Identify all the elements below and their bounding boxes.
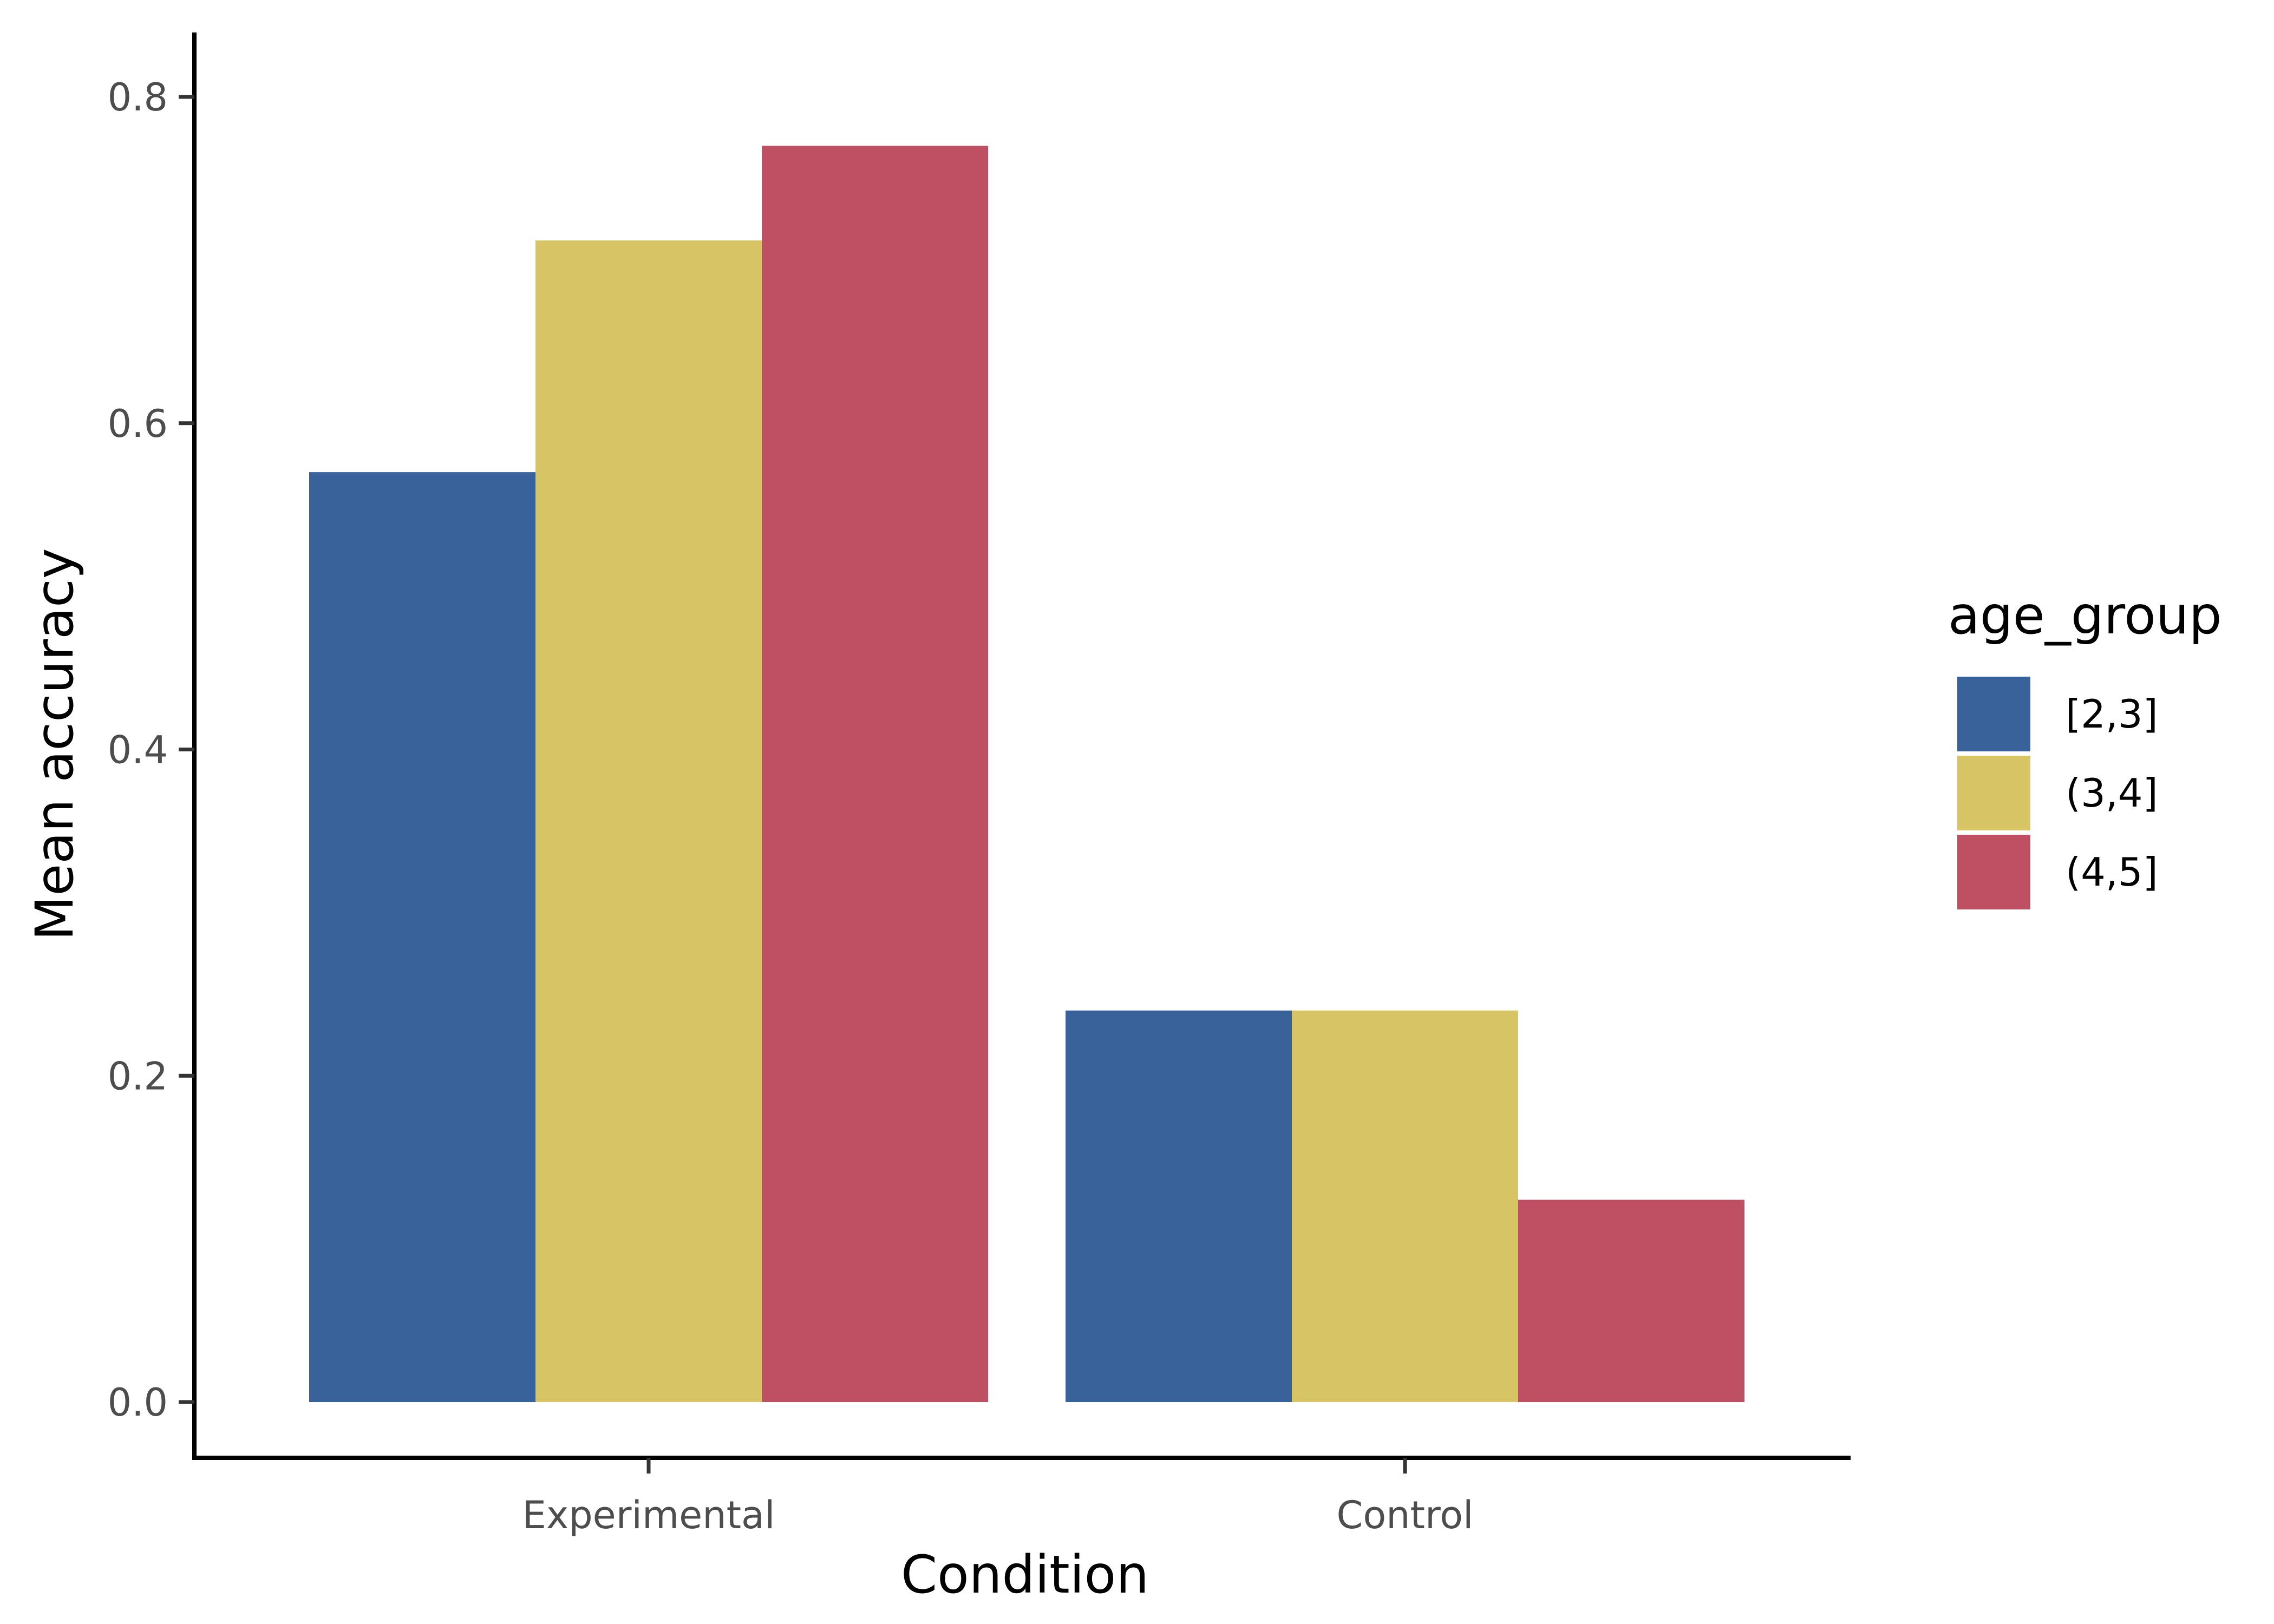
x-axis: Experimental Control bbox=[192, 1456, 1851, 1537]
y-ticks: 0.0 0.2 0.4 0.6 0.8 bbox=[108, 75, 194, 1425]
y-tick-label: 0.2 bbox=[108, 1054, 168, 1098]
legend-swatch bbox=[1957, 835, 2030, 909]
legend-swatch bbox=[1957, 756, 2030, 830]
legend-title: age_group bbox=[1948, 585, 2222, 646]
legend-label: (4,5] bbox=[2066, 849, 2158, 895]
bar-control-series-1 bbox=[1292, 1010, 1518, 1402]
x-tick-label: Control bbox=[1336, 1493, 1473, 1537]
legend-swatch bbox=[1957, 677, 2030, 751]
y-axis-title: Mean accuracy bbox=[24, 548, 85, 940]
legend: age_group [2,3] (3,4] (4,5] bbox=[1948, 585, 2222, 909]
bar-experimental-series-2 bbox=[762, 146, 988, 1402]
legend-label: [2,3] bbox=[2066, 691, 2158, 737]
y-tick-label: 0.0 bbox=[108, 1380, 168, 1425]
x-ticks: Experimental Control bbox=[522, 1458, 1474, 1537]
bars bbox=[309, 146, 1744, 1403]
y-tick-label: 0.6 bbox=[108, 402, 168, 446]
y-tick-label: 0.4 bbox=[108, 728, 168, 772]
x-axis-title: Condition bbox=[901, 1544, 1149, 1605]
bar-control-series-0 bbox=[1066, 1010, 1292, 1402]
y-axis: 0.0 0.2 0.4 0.6 0.8 bbox=[108, 32, 197, 1458]
y-tick-label: 0.8 bbox=[108, 75, 168, 120]
bar-control-series-2 bbox=[1518, 1200, 1744, 1402]
x-tick-label: Experimental bbox=[522, 1493, 775, 1537]
bar-experimental-series-0 bbox=[309, 472, 535, 1402]
legend-label: (3,4] bbox=[2066, 770, 2158, 816]
bar-experimental-series-1 bbox=[535, 240, 762, 1403]
legend-items: [2,3] (3,4] (4,5] bbox=[1957, 677, 2158, 909]
